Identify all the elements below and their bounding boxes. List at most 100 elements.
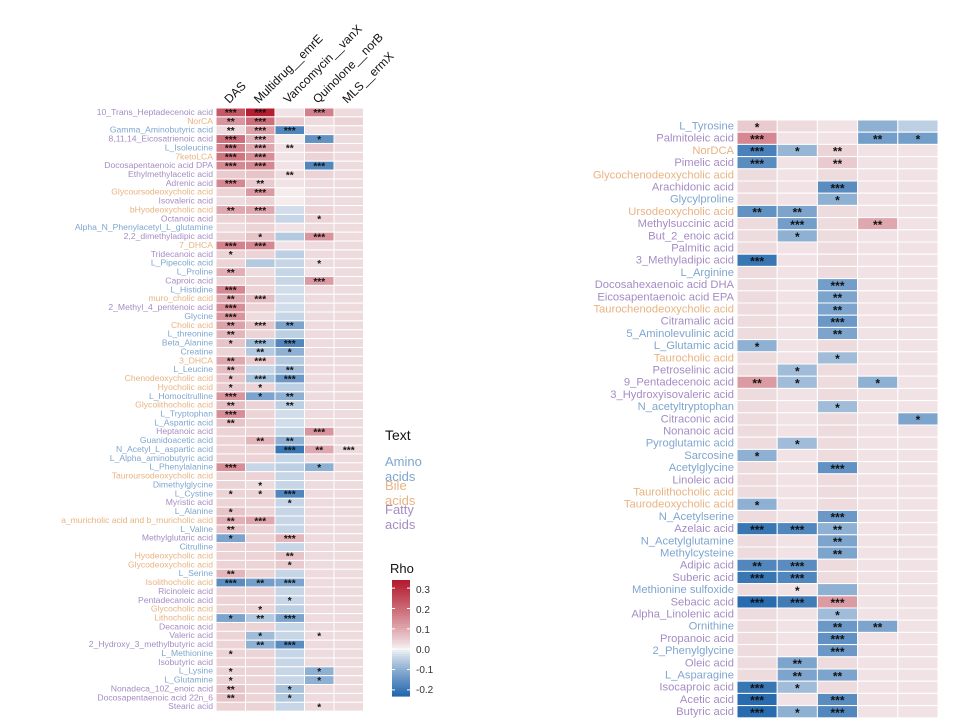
row-label: Taurochenodeoxycholic acid xyxy=(593,304,734,316)
significance-mark: *** xyxy=(254,153,266,164)
heatmap-cell xyxy=(857,497,899,511)
heatmap-cell xyxy=(736,387,778,402)
heatmap-cell xyxy=(333,302,364,313)
heatmap-cell xyxy=(776,326,818,341)
heatmap-cell xyxy=(897,339,939,353)
significance-mark: ** xyxy=(256,640,264,651)
significance-mark: *** xyxy=(225,135,237,146)
heatmap-cell xyxy=(274,329,305,340)
heatmap-cell xyxy=(304,240,335,251)
heatmap-cell xyxy=(816,436,859,450)
scale-segment xyxy=(392,584,410,587)
significance-mark: * xyxy=(916,133,921,147)
row-label: Cholic acid xyxy=(171,320,213,330)
heatmap-cell xyxy=(776,619,818,633)
row-label: N_Acetyl_L_aspartic acid xyxy=(116,444,213,454)
heatmap-cell xyxy=(333,151,364,162)
row-label: Acetic acid xyxy=(680,694,734,706)
row-label: 7_DHCA xyxy=(179,240,213,250)
heatmap-cell xyxy=(274,276,305,286)
heatmap-cell xyxy=(304,249,335,260)
heatmap-cell xyxy=(245,542,276,553)
heatmap-cell xyxy=(245,701,276,712)
heatmap-cell xyxy=(304,169,335,180)
row-label: 5_Aminolevulinic acid xyxy=(626,328,734,340)
heatmap-cell xyxy=(274,302,305,313)
heatmap-cell xyxy=(245,657,276,668)
row-label: L_Leucine xyxy=(173,364,213,374)
heatmap-cell xyxy=(816,339,859,353)
significance-mark: * xyxy=(317,632,321,643)
heatmap-cell xyxy=(816,497,859,511)
significance-mark: *** xyxy=(830,316,844,330)
significance-mark: * xyxy=(229,667,233,678)
heatmap-cell xyxy=(857,351,899,365)
row-label: 2_Phenylglycine xyxy=(653,645,734,657)
significance-mark: * xyxy=(795,682,800,696)
scale-segment xyxy=(392,686,410,689)
row-label: Docosahexaenoic acid DHA xyxy=(595,279,735,291)
significance-mark: *** xyxy=(254,339,266,350)
significance-mark: ** xyxy=(286,321,294,332)
heatmap-cell xyxy=(333,382,364,393)
heatmap-cell xyxy=(776,424,818,438)
heatmap-cell xyxy=(304,506,335,517)
heatmap-cell xyxy=(215,222,246,233)
significance-mark: *** xyxy=(830,279,844,293)
significance-mark: *** xyxy=(284,640,296,651)
row-label: 2_Hydroxy_3_methylbutyric acid xyxy=(89,639,213,649)
heatmap-cell xyxy=(215,480,246,490)
heatmap-cell xyxy=(897,290,939,304)
significance-mark: *** xyxy=(313,108,325,119)
rho-tick-label: -0.2 xyxy=(416,685,434,696)
row-label: L_Alpha_aminobutyric acid xyxy=(110,453,213,463)
heatmap-cell xyxy=(333,276,364,286)
scale-segment xyxy=(392,630,410,633)
scale-segment xyxy=(392,656,410,659)
scale-segment xyxy=(392,666,410,669)
heatmap-cell xyxy=(304,480,335,490)
heatmap-cell xyxy=(897,326,939,341)
significance-mark: ** xyxy=(227,330,235,341)
significance-mark: *** xyxy=(254,135,266,146)
significance-mark: ** xyxy=(793,206,803,220)
scale-segment xyxy=(392,598,410,601)
significance-mark: * xyxy=(229,614,233,625)
row-label: N_Acetylserine xyxy=(659,511,734,523)
heatmap-cell xyxy=(897,265,939,280)
heatmap-cell xyxy=(274,453,305,464)
significance-mark: ** xyxy=(227,268,235,279)
heatmap-cell xyxy=(304,604,335,615)
heatmap-cell xyxy=(857,180,899,194)
heatmap-cell xyxy=(857,705,899,719)
heatmap-cell xyxy=(816,168,859,182)
heatmap-cell xyxy=(897,436,939,450)
heatmap-cell xyxy=(333,329,364,340)
heatmap-cell xyxy=(857,192,899,206)
heatmap-cell xyxy=(736,412,778,426)
significance-mark: *** xyxy=(790,560,804,574)
significance-mark: * xyxy=(317,135,321,146)
heatmap-cell xyxy=(897,705,939,719)
significance-mark: ** xyxy=(256,578,264,589)
scale-segment xyxy=(392,648,410,651)
heatmap-cell xyxy=(333,666,364,677)
heatmap-cell xyxy=(776,448,818,463)
significance-mark: ** xyxy=(833,669,843,683)
row-label: Alpha_N_Phenylacetyl_L_glutamine xyxy=(75,222,213,232)
row-label: Docosapentaenoic acid DPA xyxy=(104,160,213,170)
significance-mark: * xyxy=(288,348,292,359)
text-legend-title: Text xyxy=(385,427,411,443)
significance-mark: *** xyxy=(254,188,266,199)
heatmap-cell xyxy=(736,290,778,304)
heatmap-cell xyxy=(274,630,305,641)
row-label: Adrenic acid xyxy=(166,178,214,188)
significance-mark: * xyxy=(258,383,262,394)
heatmap-cell xyxy=(776,497,818,511)
heatmap-cell xyxy=(857,631,899,646)
heatmap-cell xyxy=(215,639,246,650)
significance-mark: *** xyxy=(254,117,266,128)
row-label: L_Cystine xyxy=(175,488,213,498)
heatmap-cell xyxy=(776,485,818,499)
heatmap-cell xyxy=(857,546,899,560)
